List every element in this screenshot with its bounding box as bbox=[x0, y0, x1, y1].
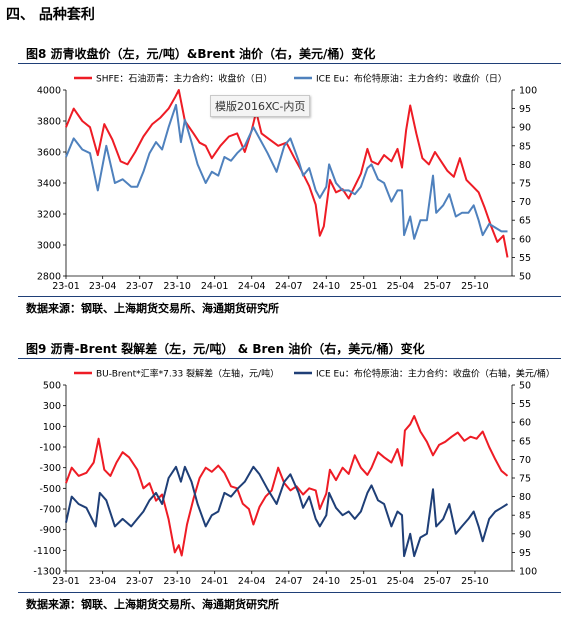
right-tick-label: 95 bbox=[519, 548, 531, 559]
right-tick-label: 50 bbox=[519, 381, 531, 392]
right-tick-label: 75 bbox=[519, 474, 531, 485]
right-tick-label: 100 bbox=[519, 567, 537, 578]
figure-9-top-rule bbox=[18, 358, 561, 359]
left-tick-label: -1100 bbox=[33, 546, 61, 557]
figure-8-chart: 2800 3000 3200 3400 3600 3800 4000 50 55 60 65 70 75… bbox=[37, 73, 537, 293]
x-tick-label: 24-04 bbox=[238, 281, 266, 292]
left-tick-label: 3800 bbox=[37, 117, 61, 128]
x-tick-label: 23-07 bbox=[126, 576, 154, 587]
figure-9-chart: 500 300 100 -100 -300 -500 -700 -900 -1100 -1300 5… bbox=[33, 368, 555, 588]
legend-label-2: ICE Eu：布伦特原油：主力合约：收盘价（日） bbox=[316, 73, 507, 85]
right-tick-label: 60 bbox=[519, 234, 531, 245]
left-tick-label: -1300 bbox=[33, 567, 61, 578]
left-tick-label: 300 bbox=[43, 401, 61, 412]
right-tick-label: 80 bbox=[519, 492, 531, 503]
figure-8-source: 数据来源：钢联、上海期货交易所、海通期货研究所 bbox=[26, 302, 279, 315]
right-tick-label: 85 bbox=[519, 511, 531, 522]
left-tick-label: 100 bbox=[43, 422, 61, 433]
right-tick-label: 55 bbox=[519, 253, 531, 264]
left-tick-label: 3600 bbox=[37, 148, 61, 159]
left-tick-label: 3000 bbox=[37, 241, 61, 252]
right-tick-label: 75 bbox=[519, 179, 531, 190]
right-tick-label: 60 bbox=[519, 418, 531, 429]
figure-9-source: 数据来源：钢联、上海期货交易所、海通期货研究所 bbox=[26, 598, 279, 611]
right-tick-label: 50 bbox=[519, 272, 531, 283]
legend-label-2: ICE Eu：布伦特原油：主力合约：收盘价（右轴，美元/桶） bbox=[316, 368, 555, 380]
x-tick-label: 24-07 bbox=[275, 576, 303, 587]
left-tick-label: 3200 bbox=[37, 210, 61, 221]
x-tick-label: 23-01 bbox=[52, 576, 80, 587]
x-tick-label: 25-07 bbox=[424, 576, 452, 587]
left-tick-label: 3400 bbox=[37, 179, 61, 190]
x-tick-label: 23-04 bbox=[89, 281, 117, 292]
right-tick-label: 100 bbox=[519, 86, 537, 97]
left-tick-label: 500 bbox=[43, 381, 61, 392]
x-tick-label: 24-01 bbox=[201, 281, 229, 292]
x-tick-label: 23-07 bbox=[126, 281, 154, 292]
figure-8-bottom-rule bbox=[18, 296, 561, 297]
figure-8-caption: 图8 沥青收盘价（左，元/吨）&Brent 油价（右，美元/桶）变化 bbox=[26, 47, 376, 61]
series-line-1 bbox=[65, 89, 509, 258]
series-line-1 bbox=[65, 415, 509, 557]
x-tick-label: 25-04 bbox=[387, 281, 415, 292]
x-tick-label: 23-10 bbox=[163, 281, 191, 292]
left-tick-label: 4000 bbox=[37, 86, 61, 97]
right-tick-label: 70 bbox=[519, 197, 531, 208]
right-tick-label: 90 bbox=[519, 123, 531, 134]
figure-9-caption: 图9 沥青-Brent 裂解差（左，元/吨） & Bren 油价（右，美元/桶）… bbox=[26, 342, 425, 356]
right-tick-label: 65 bbox=[519, 436, 531, 447]
x-tick-label: 24-01 bbox=[201, 576, 229, 587]
x-tick-label: 24-07 bbox=[275, 281, 303, 292]
x-tick-label: 24-04 bbox=[238, 576, 266, 587]
x-tick-label: 25-01 bbox=[350, 576, 378, 587]
figure-8-top-rule bbox=[18, 63, 561, 64]
x-tick-label: 23-04 bbox=[89, 576, 117, 587]
x-tick-label: 25-07 bbox=[424, 281, 452, 292]
right-tick-label: 80 bbox=[519, 160, 531, 171]
figure-9-bottom-rule bbox=[18, 592, 561, 593]
right-tick-label: 85 bbox=[519, 141, 531, 152]
series-line-2 bbox=[65, 465, 509, 558]
left-tick-label: -900 bbox=[39, 525, 61, 536]
right-tick-label: 90 bbox=[519, 529, 531, 540]
x-tick-label: 25-01 bbox=[350, 281, 378, 292]
x-tick-label: 24-10 bbox=[312, 576, 340, 587]
left-tick-label: 2800 bbox=[37, 272, 61, 283]
x-tick-label: 23-01 bbox=[52, 281, 80, 292]
x-tick-label: 23-10 bbox=[163, 576, 191, 587]
section-title: 四、 品种套利 bbox=[6, 7, 95, 23]
x-tick-label: 24-10 bbox=[312, 281, 340, 292]
left-tick-label: -500 bbox=[39, 484, 61, 495]
template-tooltip: 模版2016XC-内页 bbox=[210, 95, 311, 117]
right-tick-label: 55 bbox=[519, 399, 531, 410]
right-tick-label: 65 bbox=[519, 216, 531, 227]
x-tick-label: 25-04 bbox=[387, 576, 415, 587]
series-line-2 bbox=[65, 103, 508, 240]
left-tick-label: -700 bbox=[39, 505, 61, 516]
left-tick-label: -300 bbox=[39, 463, 61, 474]
x-tick-label: 25-10 bbox=[461, 281, 489, 292]
right-tick-label: 95 bbox=[519, 104, 531, 115]
legend-label-1: SHFE：石油沥青：主力合约：收盘价（日） bbox=[96, 73, 272, 85]
right-tick-label: 70 bbox=[519, 455, 531, 466]
x-tick-label: 25-10 bbox=[461, 576, 489, 587]
left-tick-label: -100 bbox=[39, 443, 61, 454]
legend-label-1: BU-Brent*汇率*7.33 裂解差（左轴，元/吨） bbox=[96, 368, 279, 380]
